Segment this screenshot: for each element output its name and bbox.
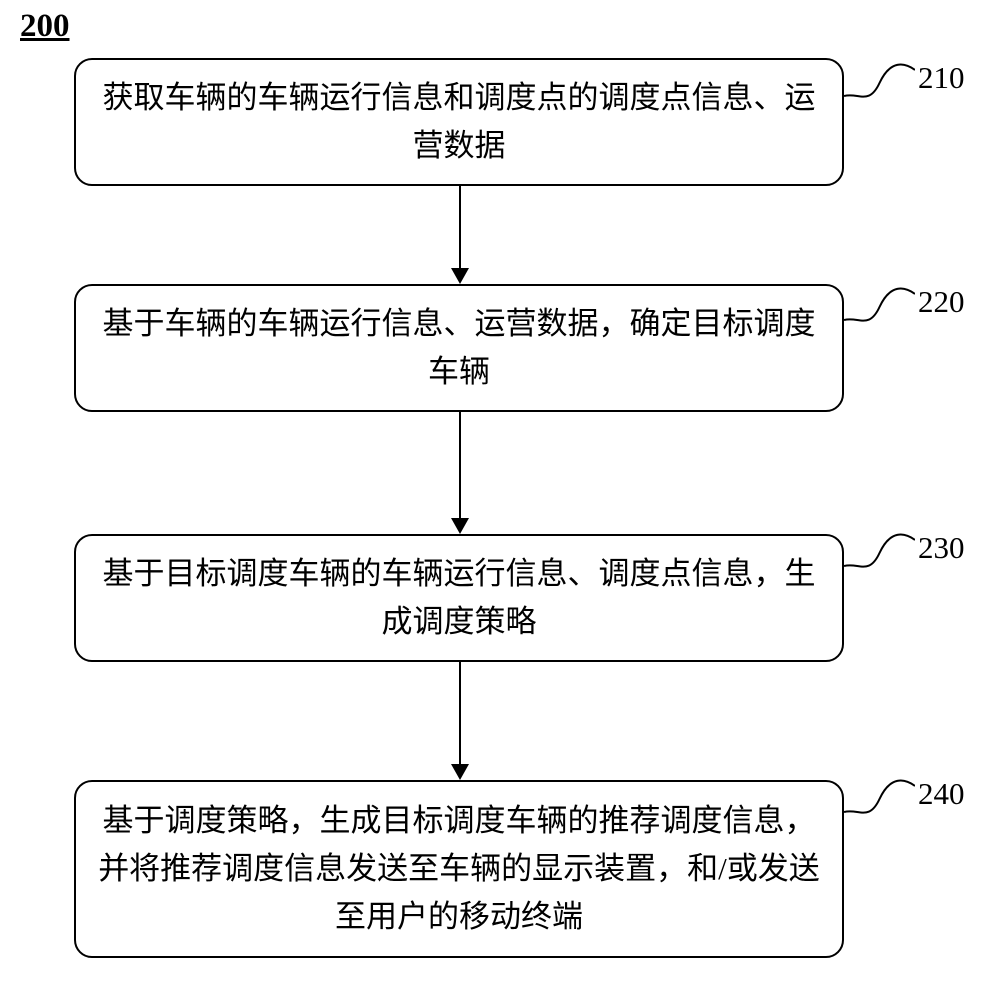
flow-node-210: 获取车辆的车辆运行信息和调度点的调度点信息、运营数据 (74, 58, 844, 186)
ref-label-240: 240 (918, 776, 965, 812)
arrow-line (459, 662, 461, 764)
flow-node-230: 基于目标调度车辆的车辆运行信息、调度点信息，生成调度策略 (74, 534, 844, 662)
arrow-line (459, 186, 461, 268)
arrow-head-icon (451, 268, 469, 284)
flow-node-240: 基于调度策略，生成目标调度车辆的推荐调度信息，并将推荐调度信息发送至车辆的显示装… (74, 780, 844, 958)
arrow-line (459, 412, 461, 518)
ref-label-230: 230 (918, 530, 965, 566)
flow-node-text: 获取车辆的车辆运行信息和调度点的调度点信息、运营数据 (98, 74, 820, 170)
ref-label-220: 220 (918, 284, 965, 320)
leader-squiggle-icon (844, 776, 915, 822)
ref-label-210: 210 (918, 60, 965, 96)
leader-squiggle-icon (844, 530, 915, 576)
flowchart-canvas: 200 获取车辆的车辆运行信息和调度点的调度点信息、运营数据基于车辆的车辆运行信… (0, 0, 997, 1000)
flow-node-text: 基于调度策略，生成目标调度车辆的推荐调度信息，并将推荐调度信息发送至车辆的显示装… (98, 797, 820, 941)
flow-node-text: 基于目标调度车辆的车辆运行信息、调度点信息，生成调度策略 (98, 550, 820, 646)
arrow-head-icon (451, 518, 469, 534)
arrow-head-icon (451, 764, 469, 780)
flow-node-220: 基于车辆的车辆运行信息、运营数据，确定目标调度车辆 (74, 284, 844, 412)
figure-number: 200 (20, 8, 70, 45)
leader-squiggle-icon (844, 284, 915, 330)
leader-squiggle-icon (844, 60, 915, 106)
flow-node-text: 基于车辆的车辆运行信息、运营数据，确定目标调度车辆 (98, 300, 820, 396)
